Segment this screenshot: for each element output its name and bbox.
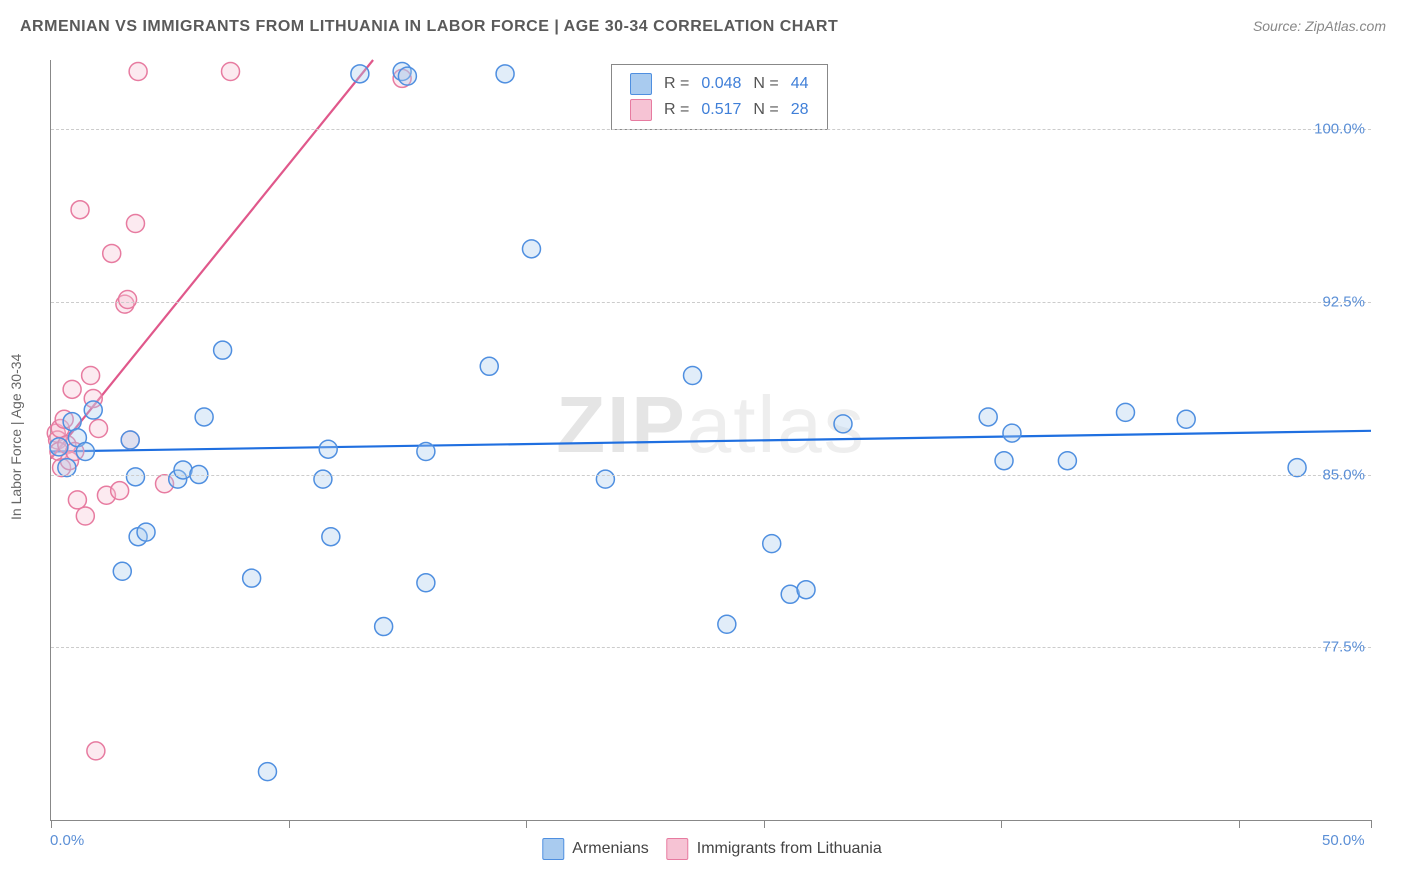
data-point [68, 491, 86, 509]
data-point [995, 452, 1013, 470]
x-tick [526, 820, 527, 828]
legend-series-label: Armenians [572, 840, 648, 857]
y-axis-label: In Labor Force | Age 30-34 [8, 354, 24, 520]
data-point [763, 535, 781, 553]
data-point [113, 562, 131, 580]
y-tick-label: 77.5% [1322, 639, 1365, 656]
legend-swatch [630, 73, 652, 95]
legend-r-value: 0.048 [695, 71, 747, 97]
data-point [375, 618, 393, 636]
data-point [137, 523, 155, 541]
source-attribution: Source: ZipAtlas.com [1253, 18, 1386, 34]
data-point [121, 431, 139, 449]
x-tick [1001, 820, 1002, 828]
x-tick-label: 0.0% [50, 832, 84, 849]
legend-n-label: N = [747, 71, 784, 97]
x-tick [289, 820, 290, 828]
data-point [76, 443, 94, 461]
data-point [417, 574, 435, 592]
x-tick-label: 50.0% [1322, 832, 1365, 849]
data-point [243, 569, 261, 587]
data-point [126, 468, 144, 486]
data-point [1003, 424, 1021, 442]
data-point [71, 201, 89, 219]
y-tick-label: 92.5% [1322, 293, 1365, 310]
gridline [51, 129, 1371, 130]
legend-stat-row: R =0.048N =44 [624, 71, 815, 97]
data-point [103, 244, 121, 262]
data-point [129, 63, 147, 81]
data-point [119, 291, 137, 309]
data-point [214, 341, 232, 359]
x-tick [1239, 820, 1240, 828]
legend-swatch [630, 99, 652, 121]
data-point [84, 401, 102, 419]
data-point [496, 65, 514, 83]
chart-title: ARMENIAN VS IMMIGRANTS FROM LITHUANIA IN… [20, 18, 838, 36]
x-tick [51, 820, 52, 828]
data-point [398, 67, 416, 85]
data-point [222, 63, 240, 81]
data-point [87, 742, 105, 760]
data-point [63, 380, 81, 398]
data-point [319, 440, 337, 458]
data-point [596, 470, 614, 488]
legend-stats: R =0.048N =44R =0.517N =28 [611, 64, 828, 130]
legend-r-label: R = [658, 97, 695, 123]
legend-n-value: 44 [785, 71, 815, 97]
plot-area: ZIPatlas R =0.048N =44R =0.517N =28 77.5… [50, 60, 1371, 821]
legend-n-label: N = [747, 97, 784, 123]
data-point [1058, 452, 1076, 470]
legend-r-value: 0.517 [695, 97, 747, 123]
y-tick-label: 100.0% [1314, 121, 1365, 138]
legend-series-label: Immigrants from Lithuania [697, 840, 882, 857]
x-tick [764, 820, 765, 828]
x-tick [1371, 820, 1372, 828]
data-point [76, 507, 94, 525]
data-point [834, 415, 852, 433]
data-point [480, 357, 498, 375]
legend-stats-table: R =0.048N =44R =0.517N =28 [624, 71, 815, 123]
data-point [82, 367, 100, 385]
data-point [258, 763, 276, 781]
data-point [351, 65, 369, 83]
data-point [63, 413, 81, 431]
data-point [1177, 410, 1195, 428]
trend-line [51, 431, 1371, 452]
data-point [111, 482, 129, 500]
gridline [51, 647, 1371, 648]
gridline [51, 302, 1371, 303]
data-point [979, 408, 997, 426]
data-point [1116, 403, 1134, 421]
data-point [718, 615, 736, 633]
legend-stat-row: R =0.517N =28 [624, 97, 815, 123]
data-point [797, 581, 815, 599]
legend-n-value: 28 [785, 97, 815, 123]
data-point [322, 528, 340, 546]
chart-svg [51, 60, 1371, 820]
data-point [50, 438, 68, 456]
legend-series: Armenians Immigrants from Lithuania [524, 838, 881, 860]
data-point [195, 408, 213, 426]
data-point [126, 215, 144, 233]
data-point [684, 367, 702, 385]
data-point [90, 419, 108, 437]
legend-r-label: R = [658, 71, 695, 97]
y-tick-label: 85.0% [1322, 466, 1365, 483]
gridline [51, 475, 1371, 476]
legend-swatch [667, 838, 689, 860]
data-point [314, 470, 332, 488]
legend-swatch [542, 838, 564, 860]
data-point [522, 240, 540, 258]
data-point [417, 443, 435, 461]
